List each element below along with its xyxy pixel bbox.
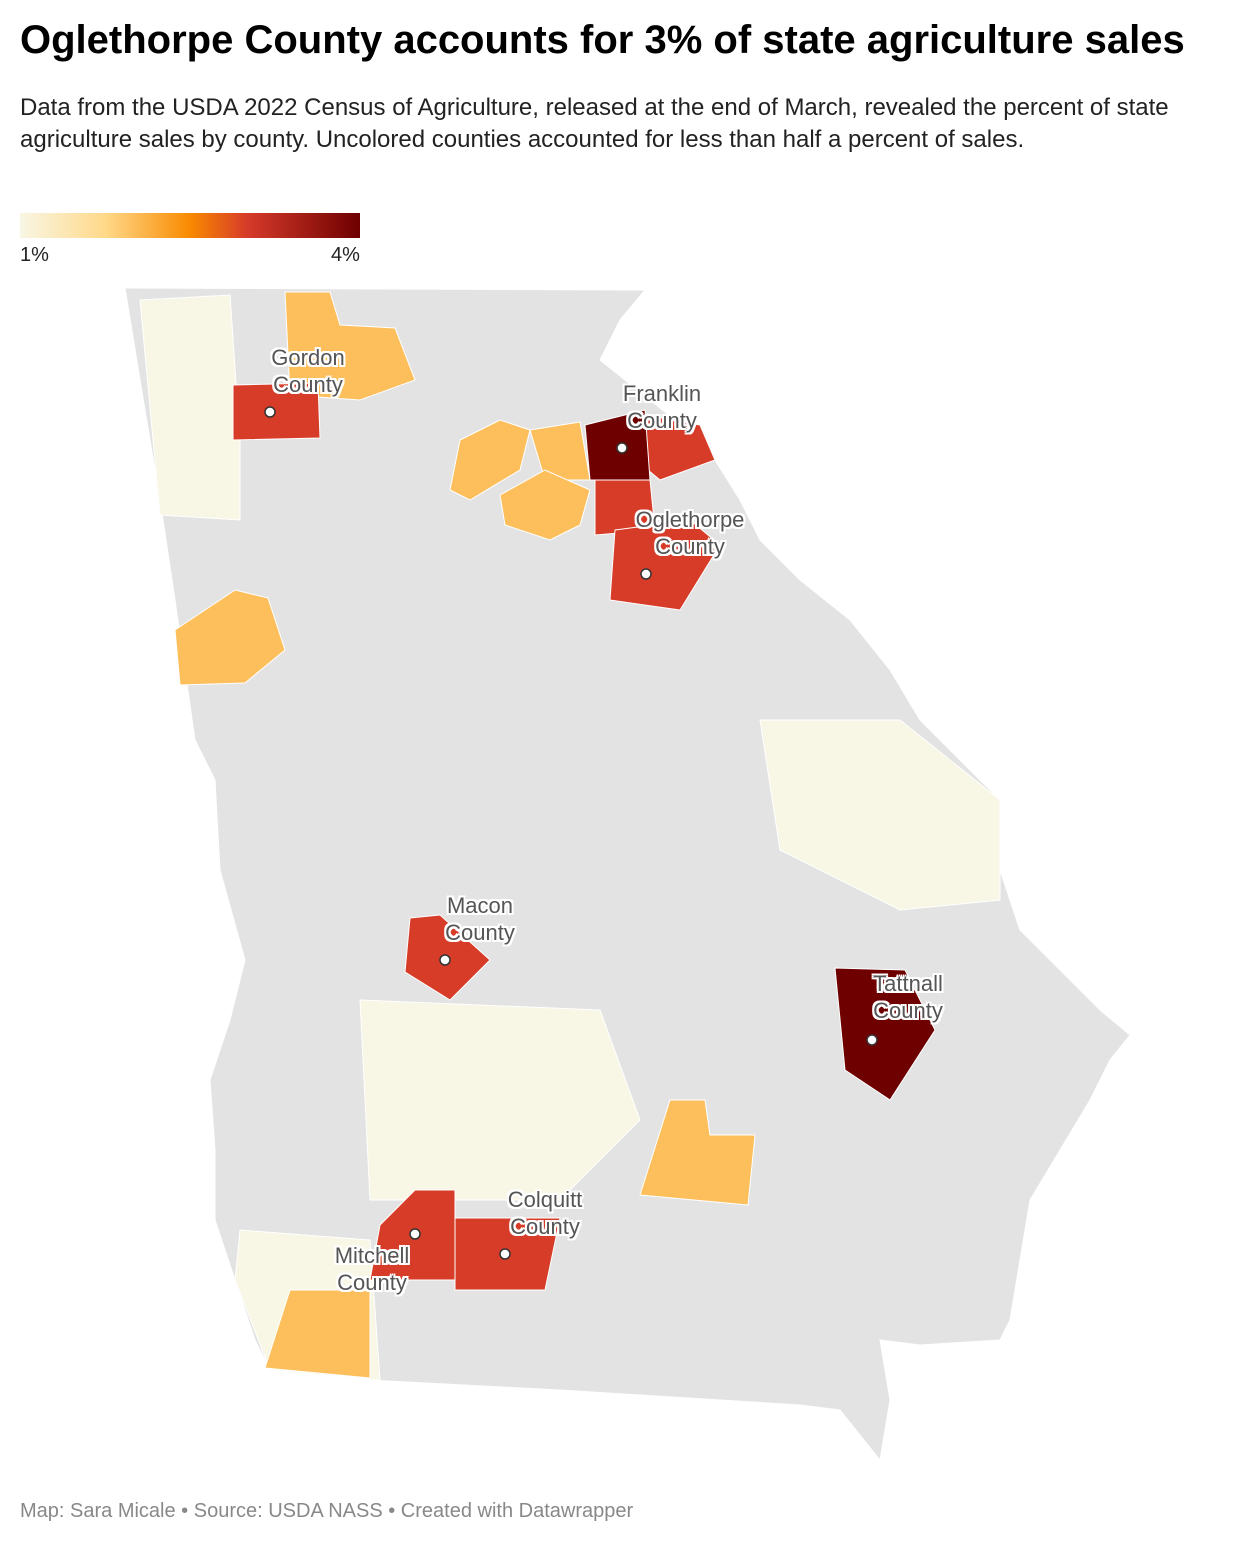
county: [639, 1099, 756, 1206]
county-label: Oglethorpe County: [635, 507, 745, 559]
county: [139, 294, 241, 521]
county-label: Gordon County: [271, 345, 345, 397]
county: [232, 382, 321, 441]
title: Oglethorpe County accounts for 3% of sta…: [20, 18, 1185, 62]
legend-label: 4%: [331, 244, 360, 266]
county-dot: [616, 442, 628, 454]
county: [609, 519, 721, 611]
county-dot: [264, 406, 276, 418]
county-dot: [499, 1248, 511, 1260]
county: [359, 999, 641, 1201]
county: [759, 719, 1001, 911]
county: [499, 469, 591, 541]
county: [449, 419, 531, 501]
footer: Map: Sara Micale • Source: USDA NASS • C…: [20, 1500, 634, 1522]
county-label: Macon County: [445, 893, 515, 945]
legend-label: 1%: [20, 244, 49, 266]
county: [174, 589, 286, 686]
subtitle: Data from the USDA 2022 Census of Agricu…: [20, 94, 1169, 153]
county-dot: [866, 1034, 878, 1046]
county-dot: [439, 954, 451, 966]
county: [264, 1289, 371, 1379]
county-label: Colquitt County: [507, 1187, 583, 1239]
county-label: Franklin County: [622, 381, 702, 433]
county-label: Mitchell County: [334, 1243, 410, 1295]
county-label: Tattnall County: [873, 971, 943, 1023]
county-dot: [409, 1228, 421, 1240]
county: [834, 967, 936, 1101]
county-dot: [640, 568, 652, 580]
legend-scale: [20, 213, 360, 238]
